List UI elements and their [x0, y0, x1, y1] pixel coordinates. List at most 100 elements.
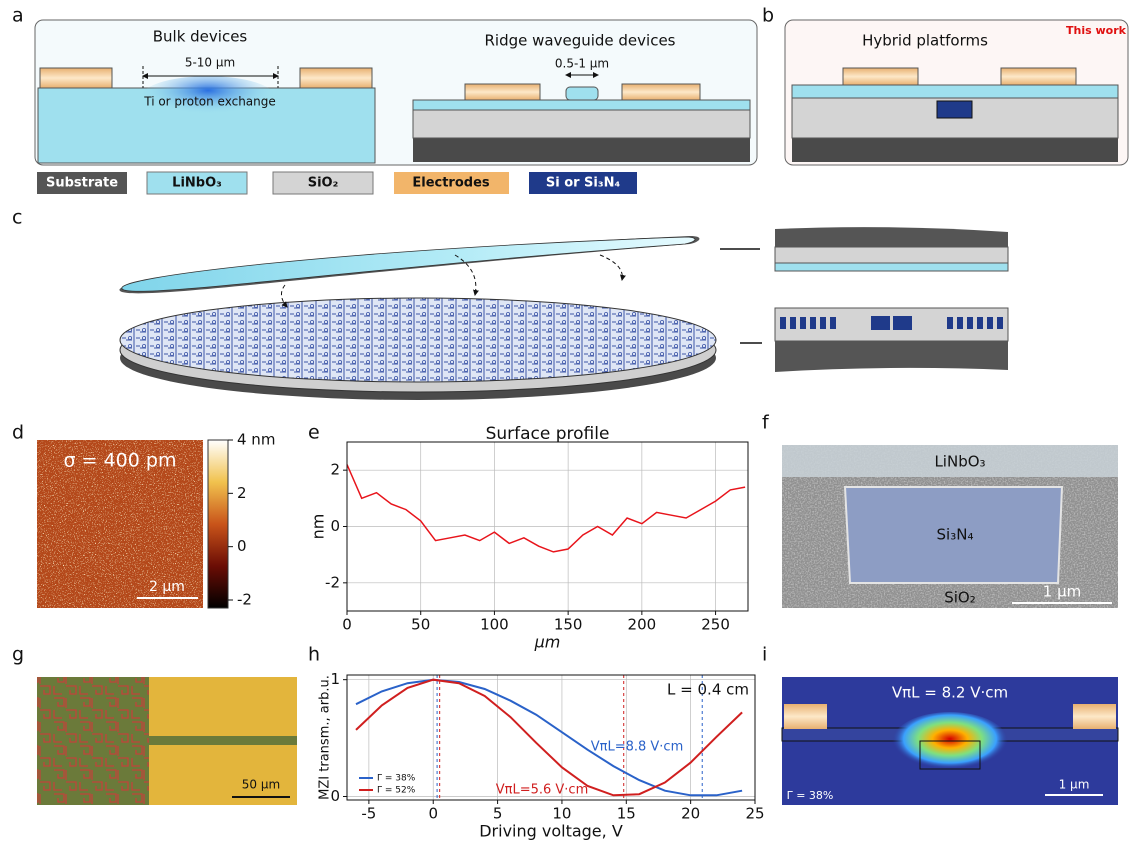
shape — [893, 316, 912, 330]
label: Si₃N₄ — [937, 526, 974, 544]
label: 2 µm — [149, 579, 185, 595]
panel-a: Bulk devices Ridge waveguide devices 5-1… — [35, 20, 757, 165]
annotation: L = 0.4 cm — [667, 681, 749, 699]
shape — [792, 85, 1118, 98]
shape — [937, 101, 972, 118]
y-axis-label: nm — [309, 514, 328, 540]
x-tick-label: 100 — [480, 616, 509, 634]
label: LiNbO₃ — [934, 453, 985, 471]
x-tick-label: 20 — [681, 805, 700, 823]
shape — [780, 317, 786, 329]
label: VπL = 8.2 V·cm — [892, 684, 1008, 702]
label: Si or Si₃N₄ — [546, 176, 621, 191]
x-tick-label: 250 — [701, 616, 730, 634]
label: Bulk devices — [153, 28, 248, 46]
shape — [987, 317, 993, 329]
panel-c — [119, 227, 1008, 400]
shape — [465, 84, 540, 100]
label: Ti or proton exchange — [143, 95, 276, 109]
panel-b: Hybrid platforms This work — [785, 20, 1128, 165]
label: Substrate — [46, 176, 118, 191]
annotation: VπL=5.6 V·cm — [496, 783, 589, 798]
shape — [775, 308, 1008, 341]
page: a b c d e f g h i Bulk devices Ridge wav… — [0, 0, 1131, 843]
panel-g: 50 µm — [37, 677, 297, 805]
label: Hybrid platforms — [862, 32, 988, 50]
shape — [947, 317, 953, 329]
shape — [967, 317, 973, 329]
label: a — [12, 5, 24, 27]
shape — [120, 298, 716, 382]
shape — [820, 317, 826, 329]
shape — [1073, 704, 1116, 729]
panel-f: LiNbO₃ Si₃N₄ SiO₂ 1 µm — [782, 445, 1118, 608]
colorbar-tick-label: 0 — [237, 537, 247, 555]
label: LiNbO₃ — [172, 176, 222, 191]
y-axis-label: MZI transm., arb.u. — [318, 675, 333, 800]
label: c — [12, 207, 22, 229]
x-tick-label: 150 — [554, 616, 583, 634]
x-tick-label: 200 — [628, 616, 657, 634]
label: Γ = 38% — [787, 789, 834, 802]
label: σ = 400 pm — [64, 450, 177, 472]
shape — [892, 712, 1008, 772]
shape — [871, 316, 890, 330]
shape — [843, 68, 918, 85]
label: 50 µm — [242, 778, 280, 792]
label: 1 µm — [1059, 778, 1090, 792]
label: e — [308, 422, 320, 444]
colorbar-ticks: 4 nm 2 0 -2 — [228, 431, 275, 609]
shape — [1001, 68, 1076, 85]
colorbar-tick-label: 4 nm — [237, 431, 275, 449]
label: Electrodes — [412, 176, 490, 191]
shape — [600, 255, 622, 280]
shape — [830, 317, 836, 329]
label: i — [762, 644, 767, 666]
shape — [792, 138, 1118, 162]
x-axis-label: Driving voltage, V — [479, 822, 623, 841]
material-legend: Substrate LiNbO₃ SiO₂ Electrodes Si or S… — [37, 172, 637, 194]
shape — [300, 68, 372, 88]
shape — [413, 110, 750, 138]
label: d — [12, 422, 24, 444]
y-tick-label: 0 — [330, 517, 340, 535]
shape — [784, 704, 827, 729]
colorbar-tick-label: 2 — [237, 484, 247, 502]
annotation: VπL=8.8 V·cm — [591, 740, 684, 755]
label: 0.5-1 µm — [555, 57, 609, 71]
colorbar-tick-label: -2 — [237, 591, 252, 609]
label: b — [762, 5, 774, 27]
shape — [810, 317, 816, 329]
shape — [413, 100, 750, 110]
label: 1 µm — [1043, 583, 1081, 601]
line — [347, 465, 745, 552]
x-tick-label: 50 — [411, 616, 430, 634]
shape — [208, 440, 228, 608]
shape — [977, 317, 983, 329]
x-tick-label: 5 — [493, 805, 503, 823]
chart-title: Surface profile — [486, 424, 610, 444]
label: 5-10 µm — [185, 56, 235, 70]
shape — [775, 227, 1008, 247]
x-tick-label: 10 — [552, 805, 571, 823]
label: g — [12, 644, 24, 666]
shape — [957, 317, 963, 329]
shape — [622, 84, 700, 100]
shape — [790, 317, 796, 329]
shape — [800, 317, 806, 329]
legend-label: Γ = 38% — [377, 774, 416, 784]
x-tick-label: 25 — [745, 805, 764, 823]
label: Ridge waveguide devices — [485, 32, 676, 50]
shape — [775, 247, 1008, 263]
legend-label: Γ = 52% — [377, 786, 416, 796]
shape — [775, 341, 1008, 372]
figure: a b c d e f g h i Bulk devices Ridge wav… — [0, 0, 1131, 843]
panel-d: σ = 400 pm 2 µm 4 nm 2 0 -2 — [37, 431, 275, 609]
label: SiO₂ — [944, 589, 976, 607]
shape — [40, 68, 112, 88]
label: f — [762, 412, 770, 434]
label: This work — [1066, 24, 1127, 37]
